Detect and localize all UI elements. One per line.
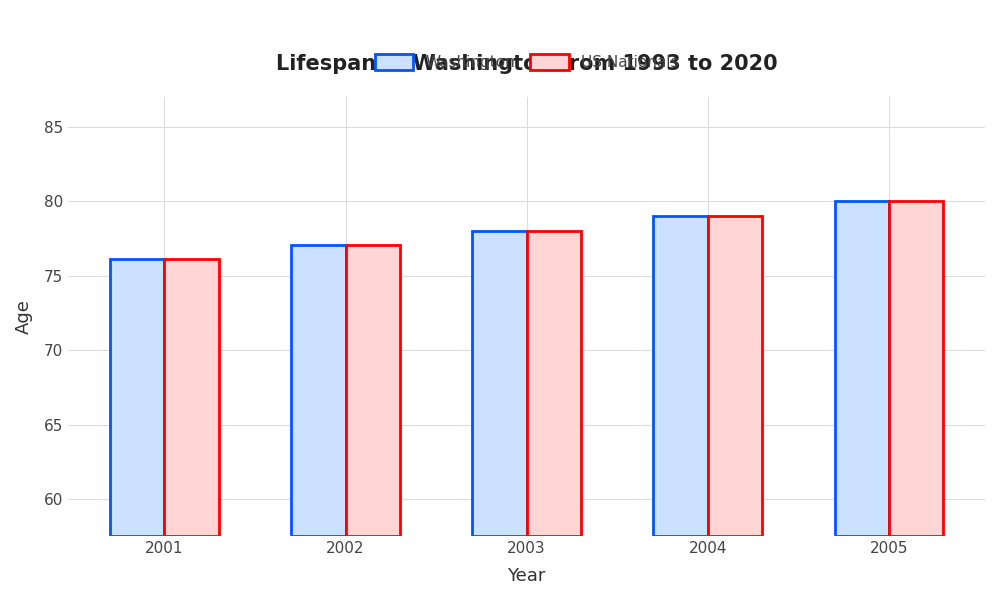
Bar xyxy=(835,202,889,536)
Legend: Washington, US Nationals: Washington, US Nationals xyxy=(369,48,684,76)
Title: Lifespan in Washington from 1993 to 2020: Lifespan in Washington from 1993 to 2020 xyxy=(276,53,777,74)
Bar xyxy=(291,245,346,536)
Y-axis label: Age: Age xyxy=(15,299,33,334)
Bar xyxy=(708,217,762,536)
Bar xyxy=(472,231,527,536)
X-axis label: Year: Year xyxy=(507,567,546,585)
Bar xyxy=(346,245,400,536)
Bar xyxy=(527,231,581,536)
Bar xyxy=(110,259,164,536)
Bar xyxy=(889,202,943,536)
Bar xyxy=(164,259,219,536)
Bar xyxy=(653,217,708,536)
